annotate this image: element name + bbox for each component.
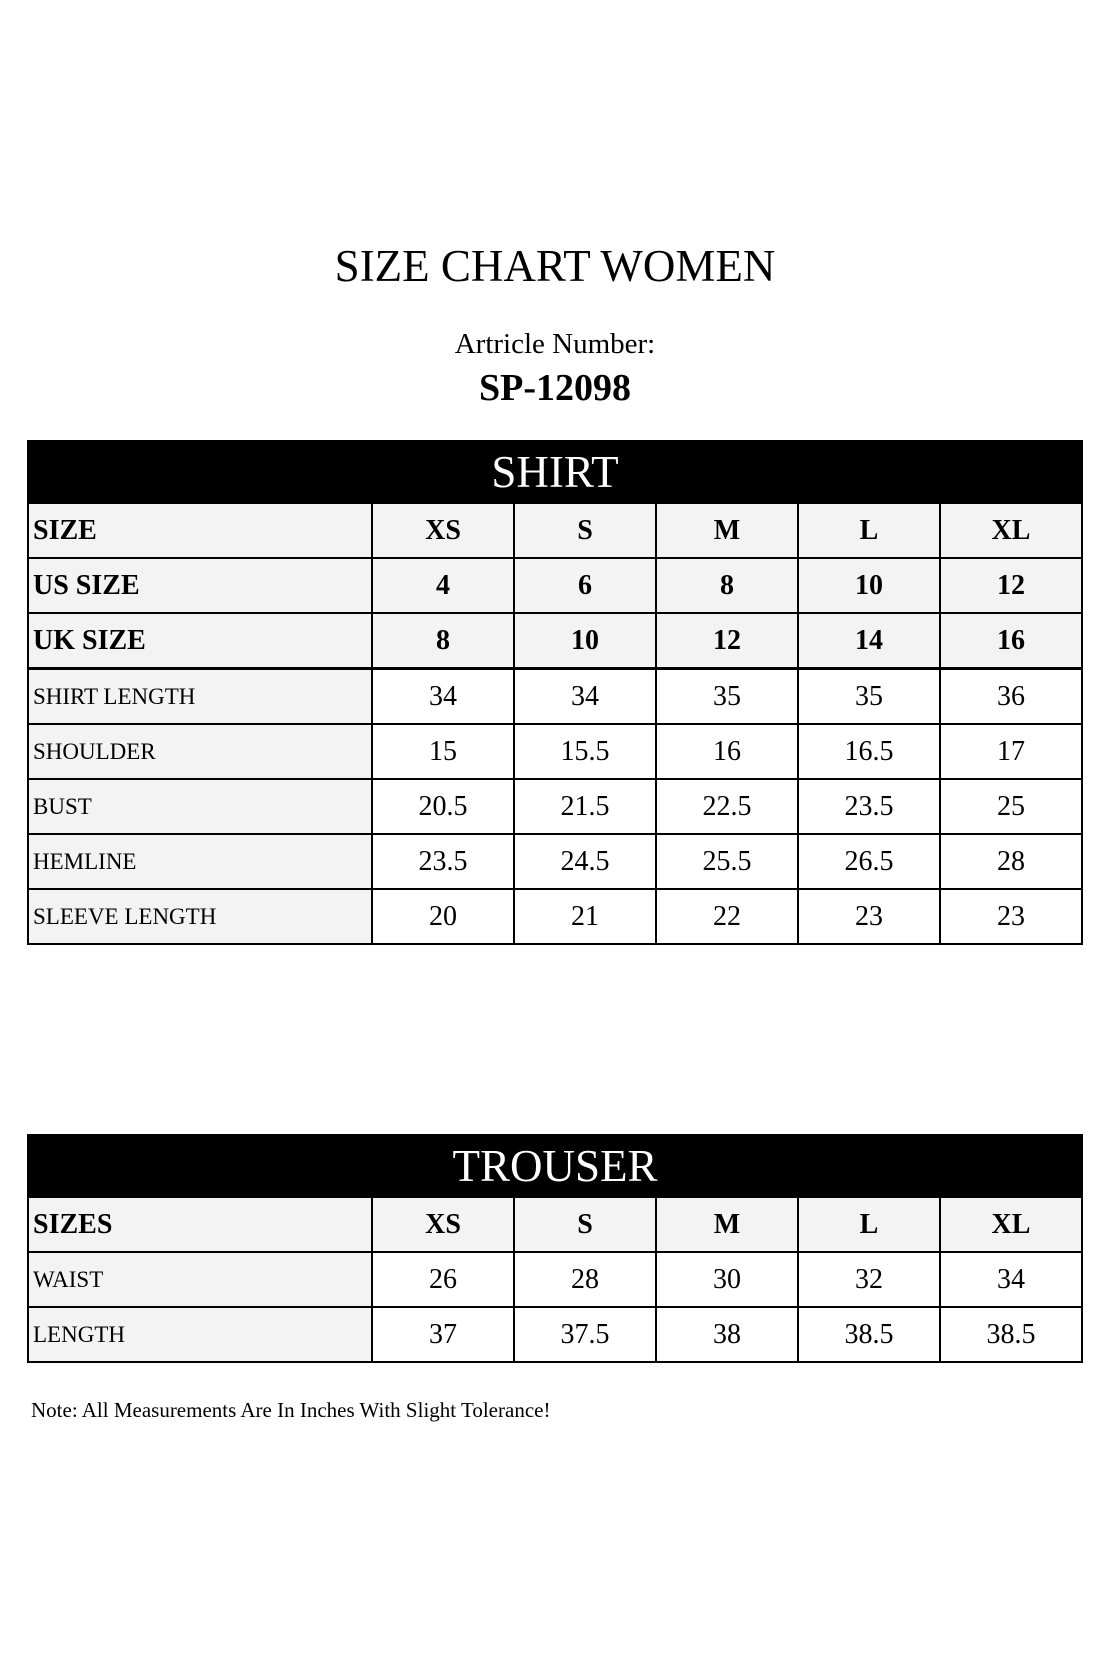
table-row: SHOULDER 15 15.5 16 16.5 17 xyxy=(27,723,1083,780)
table-cell: 38.5 xyxy=(939,1306,1083,1363)
page-title: SIZE CHART WOMEN xyxy=(334,241,776,291)
table-cell: 16 xyxy=(655,723,799,780)
table-cell: 38 xyxy=(655,1306,799,1363)
table-cell: 15 xyxy=(371,723,515,780)
row-label: WAIST xyxy=(27,1251,373,1308)
article-number: SP-12098 xyxy=(479,367,631,409)
table-row: LENGTH 37 37.5 38 38.5 38.5 xyxy=(27,1306,1083,1363)
table-row: SIZES XS S M L XL xyxy=(27,1196,1083,1253)
row-label: UK SIZE xyxy=(27,612,373,670)
table-cell: 36 xyxy=(939,667,1083,725)
table-cell: 4 xyxy=(371,557,515,614)
table-cell: 34 xyxy=(513,667,657,725)
table-cell: 6 xyxy=(513,557,657,614)
table-cell: 35 xyxy=(655,667,799,725)
table-cell: XS xyxy=(371,1196,515,1253)
table-row: WAIST 26 28 30 32 34 xyxy=(27,1251,1083,1308)
row-label: HEMLINE xyxy=(27,833,373,890)
table-row: UK SIZE 8 10 12 14 16 xyxy=(27,612,1083,670)
row-label: SHOULDER xyxy=(27,723,373,780)
table-cell: 16.5 xyxy=(797,723,941,780)
table-cell: 10 xyxy=(797,557,941,614)
table-cell: 20.5 xyxy=(371,778,515,835)
table-cell: 22 xyxy=(655,888,799,945)
table-cell: L xyxy=(797,502,941,559)
table-cell: 23 xyxy=(797,888,941,945)
table-row: SHIRT LENGTH 34 34 35 35 36 xyxy=(27,667,1083,725)
table-cell: 26.5 xyxy=(797,833,941,890)
table-cell: 23.5 xyxy=(797,778,941,835)
trouser-table: TROUSER SIZES XS S M L XL WAIST 26 28 30 32 34 LENGT… xyxy=(27,1134,1083,1363)
table-row: SIZE XS S M L XL xyxy=(27,502,1083,559)
table-cell: 37 xyxy=(371,1306,515,1363)
table-cell: 34 xyxy=(371,667,515,725)
table-cell: 10 xyxy=(513,612,657,670)
table-row: SLEEVE LENGTH 20 21 22 23 23 xyxy=(27,888,1083,945)
table-cell: XL xyxy=(939,502,1083,559)
table-cell: 8 xyxy=(371,612,515,670)
table-cell: 8 xyxy=(655,557,799,614)
table-cell: 37.5 xyxy=(513,1306,657,1363)
row-label: SIZE xyxy=(27,502,373,559)
table-cell: 30 xyxy=(655,1251,799,1308)
table-cell: M xyxy=(655,502,799,559)
measurement-note: Note: All Measurements Are In Inches Wit… xyxy=(31,1398,551,1422)
row-label: LENGTH xyxy=(27,1306,373,1363)
table-row: BUST 20.5 21.5 22.5 23.5 25 xyxy=(27,778,1083,835)
table-cell: 23 xyxy=(939,888,1083,945)
table-cell: 22.5 xyxy=(655,778,799,835)
row-label: SIZES xyxy=(27,1196,373,1253)
table-cell: 21.5 xyxy=(513,778,657,835)
table-cell: XS xyxy=(371,502,515,559)
table-cell: 24.5 xyxy=(513,833,657,890)
table-row: US SIZE 4 6 8 10 12 xyxy=(27,557,1083,614)
row-label: SLEEVE LENGTH xyxy=(27,888,373,945)
table-cell: 26 xyxy=(371,1251,515,1308)
shirt-heading: SHIRT xyxy=(27,440,1083,502)
table-cell: 38.5 xyxy=(797,1306,941,1363)
trouser-heading: TROUSER xyxy=(27,1134,1083,1196)
shirt-table: SHIRT SIZE XS S M L XL US SIZE 4 6 8 10 12 UK SIZE 8 1… xyxy=(27,440,1083,945)
row-label: BUST xyxy=(27,778,373,835)
table-cell: 25.5 xyxy=(655,833,799,890)
table-cell: 25 xyxy=(939,778,1083,835)
table-cell: M xyxy=(655,1196,799,1253)
table-cell: 34 xyxy=(939,1251,1083,1308)
table-cell: S xyxy=(513,502,657,559)
table-cell: 32 xyxy=(797,1251,941,1308)
table-cell: 15.5 xyxy=(513,723,657,780)
row-label: SHIRT LENGTH xyxy=(27,667,373,725)
article-number-label: Artricle Number: xyxy=(454,328,656,360)
table-cell: 28 xyxy=(513,1251,657,1308)
table-cell: 12 xyxy=(655,612,799,670)
table-cell: XL xyxy=(939,1196,1083,1253)
table-cell: 21 xyxy=(513,888,657,945)
table-cell: 16 xyxy=(939,612,1083,670)
table-cell: 35 xyxy=(797,667,941,725)
table-row: HEMLINE 23.5 24.5 25.5 26.5 28 xyxy=(27,833,1083,890)
table-cell: 28 xyxy=(939,833,1083,890)
table-cell: 20 xyxy=(371,888,515,945)
table-cell: L xyxy=(797,1196,941,1253)
table-cell: S xyxy=(513,1196,657,1253)
row-label: US SIZE xyxy=(27,557,373,614)
table-cell: 14 xyxy=(797,612,941,670)
table-cell: 12 xyxy=(939,557,1083,614)
table-cell: 17 xyxy=(939,723,1083,780)
table-cell: 23.5 xyxy=(371,833,515,890)
